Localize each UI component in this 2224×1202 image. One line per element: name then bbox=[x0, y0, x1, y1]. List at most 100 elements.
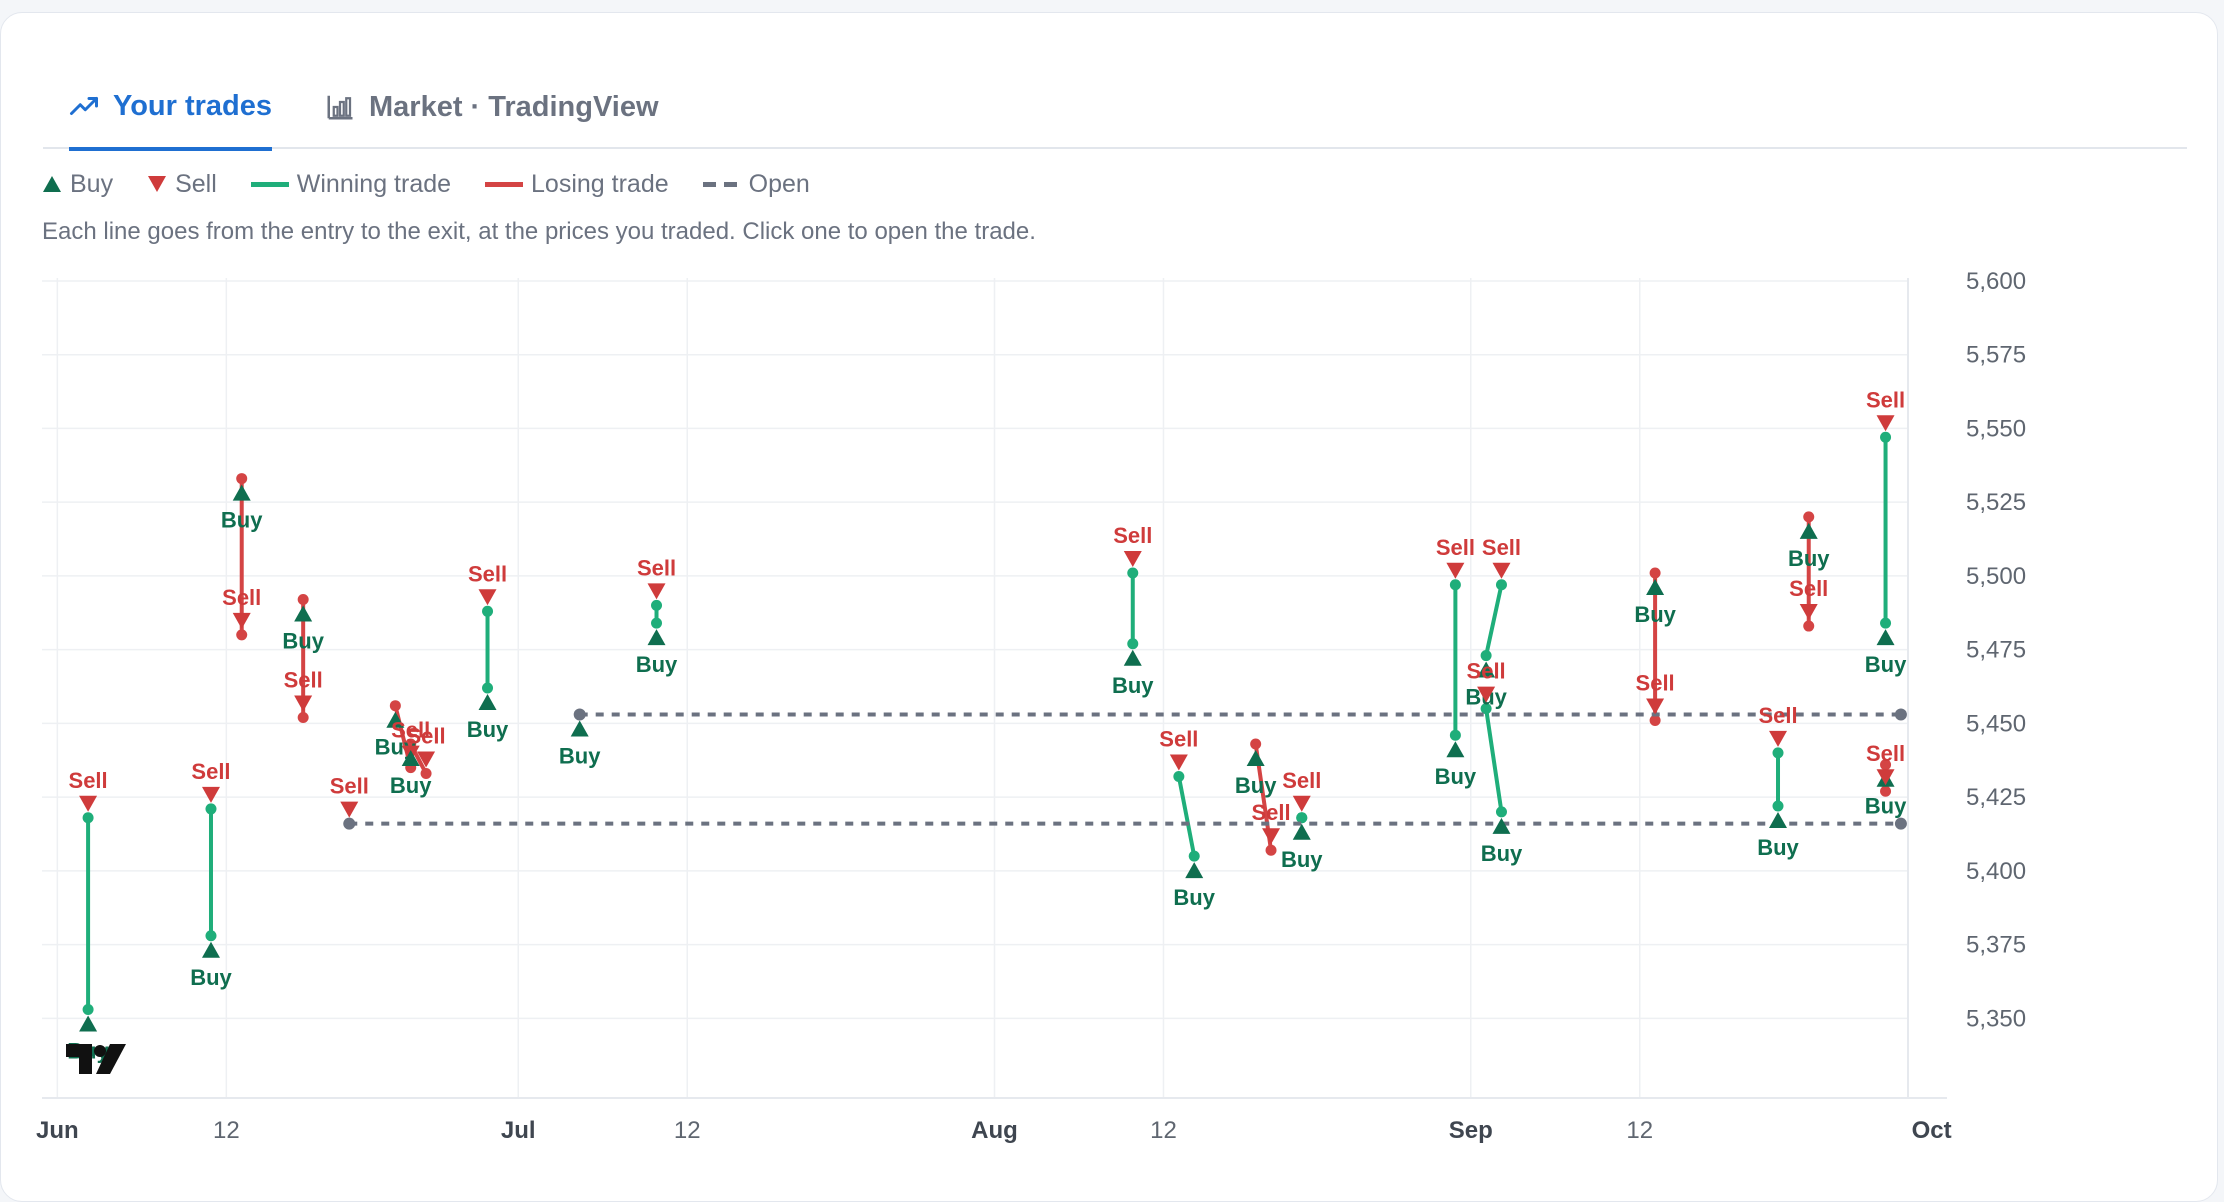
sell-marker-label: Sell bbox=[1159, 726, 1198, 751]
buy-marker bbox=[79, 1015, 98, 1032]
x-tick-label: Jun bbox=[36, 1117, 79, 1144]
sell-marker-label: Sell bbox=[1482, 535, 1521, 560]
trade-entry-dot bbox=[1649, 567, 1661, 579]
buy-marker bbox=[478, 694, 497, 710]
trade-exit-dot bbox=[297, 711, 309, 723]
legend-winning-label: Winning trade bbox=[296, 169, 452, 198]
trade-exit-dot bbox=[1265, 844, 1277, 856]
trending-up-icon bbox=[70, 97, 98, 115]
trade-line-win bbox=[1176, 774, 1197, 859]
trade-entry-dot bbox=[1495, 806, 1507, 818]
sell-marker bbox=[417, 751, 436, 768]
sell-marker bbox=[647, 583, 666, 600]
buy-marker bbox=[1646, 578, 1665, 595]
trade-line-win bbox=[1484, 582, 1504, 658]
x-tick-label: Jul bbox=[501, 1117, 536, 1144]
buy-marker-label: Buy bbox=[1865, 652, 1907, 677]
sell-marker-label: Sell bbox=[1866, 741, 1905, 766]
buy-marker-label: Buy bbox=[282, 629, 324, 654]
buy-marker-label: Buy bbox=[1235, 773, 1277, 798]
trade-entry-dot bbox=[389, 700, 401, 712]
y-tick-label: 5,400 bbox=[1966, 858, 2026, 885]
trade-exit-dot bbox=[1296, 812, 1308, 824]
buy-marker bbox=[401, 750, 420, 767]
y-tick-label: 5,575 bbox=[1966, 342, 2026, 369]
buy-marker-label: Buy bbox=[636, 652, 678, 677]
trade-entry-dot bbox=[1880, 617, 1892, 629]
x-tick-label: Oct bbox=[1912, 1117, 1952, 1144]
winning-line-icon bbox=[250, 182, 289, 187]
sell-marker bbox=[1123, 550, 1142, 567]
y-tick-label: 5,475 bbox=[1966, 637, 2026, 664]
sell-marker bbox=[1876, 415, 1895, 432]
sell-marker bbox=[1262, 828, 1281, 845]
sell-marker bbox=[1477, 686, 1496, 703]
legend-sell-label: Sell bbox=[175, 169, 217, 198]
trade-exit-dot bbox=[1173, 770, 1185, 782]
y-tick-label: 5,500 bbox=[1966, 563, 2026, 590]
buy-marker-label: Buy bbox=[559, 744, 601, 769]
sell-triangle-icon bbox=[148, 176, 167, 192]
trade-exit-dot bbox=[1127, 567, 1139, 579]
sell-marker bbox=[232, 612, 251, 629]
buy-marker-label: Buy bbox=[1435, 764, 1477, 789]
x-tick-label: 12 bbox=[674, 1117, 701, 1144]
sell-marker bbox=[1799, 604, 1818, 621]
sell-marker bbox=[1169, 754, 1188, 771]
trade-entry-dot bbox=[205, 930, 217, 942]
sell-marker bbox=[340, 801, 359, 818]
buy-marker-label: Buy bbox=[190, 965, 232, 990]
buy-marker bbox=[201, 941, 220, 958]
trade-exit-dot bbox=[1880, 785, 1892, 797]
open-trade-entry-dot bbox=[573, 708, 586, 721]
sell-marker-label: Sell bbox=[1436, 535, 1475, 560]
trade-entry-dot bbox=[1480, 650, 1492, 662]
buy-marker-label: Buy bbox=[1112, 673, 1154, 698]
sell-marker-label: Sell bbox=[1467, 659, 1506, 684]
losing-line-icon bbox=[485, 182, 524, 187]
y-tick-label: 5,350 bbox=[1966, 1005, 2026, 1032]
buy-marker-label: Buy bbox=[1865, 794, 1907, 819]
sell-marker-label: Sell bbox=[407, 724, 446, 749]
trade-entry-dot bbox=[1127, 638, 1139, 650]
tab-your-trades[interactable]: Your trades bbox=[69, 65, 273, 151]
legend-buy-label: Buy bbox=[70, 169, 114, 198]
trade-entry-dot bbox=[297, 594, 309, 606]
legend-buy: Buy bbox=[42, 170, 113, 199]
buy-marker-label: Buy bbox=[1481, 841, 1523, 866]
open-trade-last-dot bbox=[1894, 817, 1907, 830]
trade-entry-dot bbox=[651, 617, 663, 629]
trade-exit-dot bbox=[651, 599, 663, 611]
sell-marker bbox=[1646, 698, 1665, 715]
y-tick-label: 5,600 bbox=[1966, 268, 2026, 295]
buy-marker bbox=[1246, 750, 1265, 767]
buy-marker bbox=[232, 484, 251, 501]
sell-marker bbox=[201, 786, 220, 803]
trade-entry-dot bbox=[1880, 759, 1892, 771]
sell-marker bbox=[1876, 769, 1895, 786]
trade-exit-dot bbox=[1772, 747, 1784, 759]
trade-exit-dot bbox=[1449, 579, 1461, 591]
y-tick-label: 5,550 bbox=[1966, 415, 2026, 442]
y-tick-label: 5,525 bbox=[1966, 489, 2026, 516]
trade-exit-dot bbox=[1880, 431, 1892, 443]
buy-triangle-icon bbox=[43, 176, 61, 192]
buy-marker bbox=[1446, 741, 1465, 758]
tab-your-trades-label: Your trades bbox=[113, 89, 273, 122]
sell-marker-label: Sell bbox=[1758, 703, 1797, 728]
trade-entry-dot bbox=[482, 682, 494, 694]
tab-bar: Your trades Market · TradingView bbox=[43, 65, 2187, 151]
trade-exit-dot bbox=[205, 803, 217, 815]
trade-exit-dot bbox=[1803, 620, 1815, 632]
tab-market-tradingview[interactable]: Market · TradingView bbox=[325, 65, 659, 149]
sell-marker-label: Sell bbox=[468, 561, 507, 586]
trade-exit-dot bbox=[236, 629, 248, 641]
sell-marker-label: Sell bbox=[1789, 576, 1828, 601]
open-trade-last-dot bbox=[1894, 708, 1907, 721]
bar-chart-icon bbox=[327, 95, 353, 120]
sell-marker-label: Sell bbox=[1113, 523, 1152, 548]
sell-marker-label: Sell bbox=[1866, 387, 1905, 412]
trade-exit-dot bbox=[82, 812, 94, 824]
buy-marker bbox=[1492, 817, 1511, 834]
